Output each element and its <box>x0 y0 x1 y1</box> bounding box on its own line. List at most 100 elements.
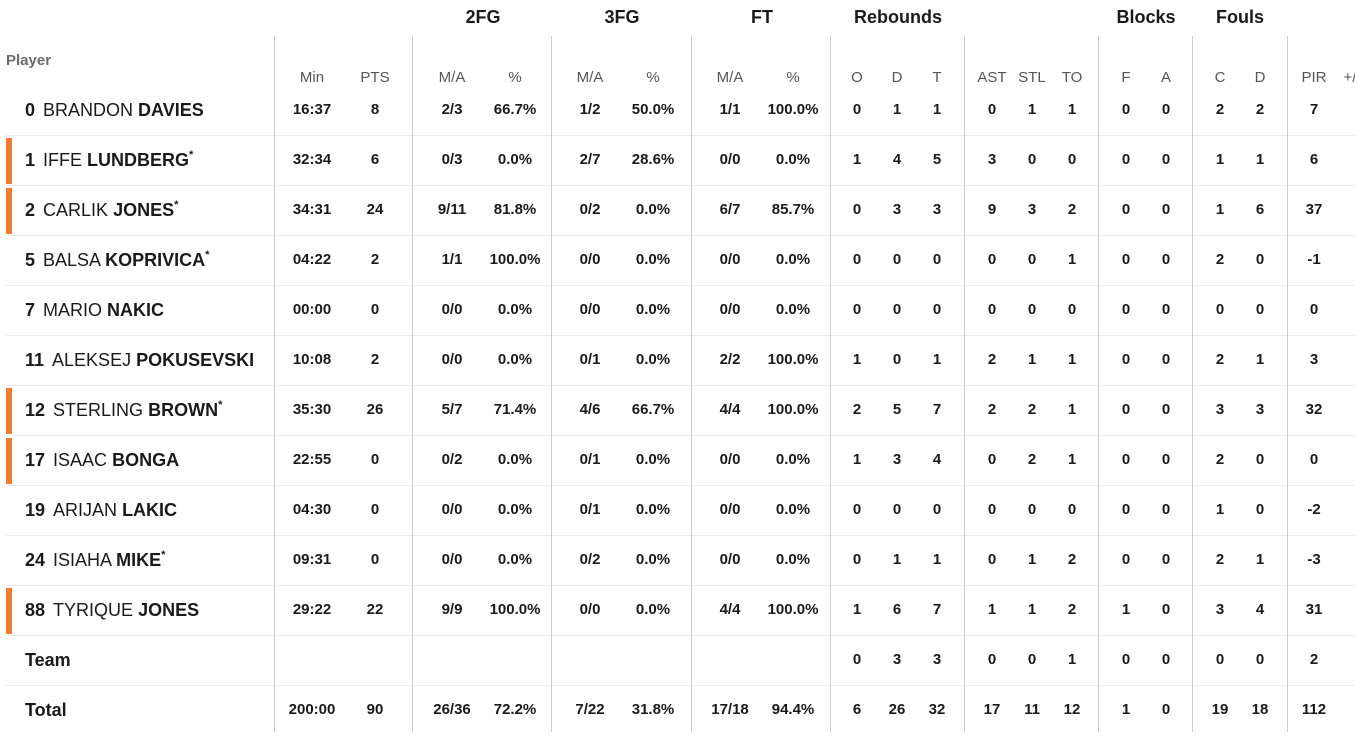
stat-cell: 32 <box>1305 401 1323 418</box>
stat-cell: -1 <box>1307 251 1321 268</box>
stat-cell: 2 <box>1215 351 1225 368</box>
group-header-ft: FT <box>751 7 773 27</box>
player-row[interactable]: 19 ARIJAN LAKIC 04:30 0 0/0 0.0% 0/1 0.0% 0/0 0.0… <box>0 486 1355 536</box>
stat-cell: 0/0 <box>719 151 741 168</box>
player-name-link[interactable]: 12 STERLING BROWN* <box>25 399 222 421</box>
stat-cell: 0.0% <box>775 251 811 268</box>
stat-cell: 5 <box>892 401 902 418</box>
stat-cell: 1 <box>1067 351 1077 368</box>
stat-cell: 1 <box>1027 351 1037 368</box>
stat-cell: 2 <box>1067 551 1077 568</box>
column-header[interactable]: STL <box>1018 69 1046 86</box>
stat-cell: 100.0% <box>767 401 819 418</box>
stat-cell: 04:30 <box>292 501 332 518</box>
stat-cell: 0.0% <box>497 501 533 518</box>
column-header[interactable]: TO <box>1061 69 1083 86</box>
stat-cell: 71.4% <box>493 401 537 418</box>
stat-cell: 3 <box>892 201 902 218</box>
player-name-link[interactable]: 24 ISIAHA MIKE* <box>25 549 165 571</box>
column-header[interactable]: M/A <box>576 69 604 86</box>
player-name-link[interactable]: 1 IFFE LUNDBERG* <box>25 149 193 171</box>
column-header[interactable]: M/A <box>716 69 744 86</box>
stat-cell: 0.0% <box>497 151 533 168</box>
stat-cell: 32 <box>928 701 946 718</box>
stat-cell: 2 <box>1215 251 1225 268</box>
column-header[interactable]: M/A <box>438 69 466 86</box>
player-name-link[interactable]: 7 MARIO NAKIC <box>25 300 164 321</box>
column-header[interactable]: PTS <box>360 69 390 86</box>
stat-cell: 26/36 <box>433 701 471 718</box>
stat-cell: 0/1 <box>579 451 601 468</box>
stat-cell: 0 <box>852 201 862 218</box>
player-row[interactable]: 0 BRANDON DAVIES 16:37 8 2/3 66.7% 1/2 50.0% 1/1… <box>0 86 1355 136</box>
column-header[interactable]: % <box>646 69 660 86</box>
player-name-link[interactable]: 17 ISAAC BONGA <box>25 450 179 471</box>
stat-cell: 81.8% <box>493 201 537 218</box>
player-row[interactable]: 24 ISIAHA MIKE* 09:31 0 0/0 0.0% 0/2 0.0% 0/0 0.0… <box>0 536 1355 586</box>
stat-cell: 0 <box>1067 501 1077 518</box>
column-divider <box>691 36 692 732</box>
column-header[interactable]: C <box>1214 69 1226 86</box>
stat-cell: 1 <box>932 351 942 368</box>
column-header[interactable]: D <box>1254 69 1266 86</box>
stat-cell: 0.0% <box>635 251 671 268</box>
stat-cell: 6 <box>370 151 380 168</box>
player-row[interactable]: 1 IFFE LUNDBERG* 32:34 6 0/3 0.0% 2/7 28.6% 0/0 0… <box>0 136 1355 186</box>
stat-cell: 0 <box>1161 101 1171 118</box>
stat-cell: 0 <box>1121 501 1131 518</box>
stat-cell: 0 <box>1027 151 1037 168</box>
stat-cell: 90 <box>366 701 384 718</box>
player-name-link[interactable]: 11 ALEKSEJ POKUSEVSKI <box>25 350 254 371</box>
total-row-label: Total <box>25 700 67 720</box>
player-row[interactable]: 17 ISAAC BONGA 22:55 0 0/2 0.0% 0/1 0.0% 0/0 0.0%… <box>0 436 1355 486</box>
column-header[interactable]: PIR <box>1301 69 1327 86</box>
player-row[interactable]: 12 STERLING BROWN* 35:30 26 5/7 71.4% 4/6 66.7%… <box>0 386 1355 436</box>
player-column-header[interactable]: Player <box>6 52 52 69</box>
player-row[interactable]: 5 BALSA KOPRIVICA* 04:22 2 1/1 100.0% 0/0 0.0% 0… <box>0 236 1355 286</box>
stat-cell: 1 <box>1121 701 1131 718</box>
stat-cell: 0.0% <box>775 501 811 518</box>
player-row[interactable]: 7 MARIO NAKIC 00:00 0 0/0 0.0% 0/0 0.0% 0/0 0.0% 0… <box>0 286 1355 336</box>
player-name-link[interactable]: 5 BALSA KOPRIVICA* <box>25 249 209 271</box>
column-header[interactable]: A <box>1160 69 1172 86</box>
player-row[interactable]: 2 CARLIK JONES* 34:31 24 9/11 81.8% 0/2 0.0% 6/7… <box>0 186 1355 236</box>
player-number: 2 <box>25 200 36 220</box>
player-name-link[interactable]: 2 CARLIK JONES* <box>25 199 178 221</box>
player-number: 5 <box>25 250 36 270</box>
stat-cell: 3 <box>892 451 902 468</box>
stat-cell: 0 <box>1121 451 1131 468</box>
column-header[interactable]: +/ <box>1343 69 1355 86</box>
player-first-name: TYRIQUE <box>53 600 134 620</box>
column-header[interactable]: Min <box>299 69 325 86</box>
player-row[interactable]: 11 ALEKSEJ POKUSEVSKI 10:08 2 0/0 0.0% 0/1 0.0%… <box>0 336 1355 386</box>
stat-cell: 6 <box>892 601 902 618</box>
column-header[interactable]: % <box>786 69 800 86</box>
player-first-name: MARIO <box>43 300 103 320</box>
stat-cell: 1 <box>1027 551 1037 568</box>
stat-cell: 0 <box>1255 301 1265 318</box>
column-header[interactable]: D <box>891 69 903 86</box>
player-last-name: POKUSEVSKI <box>136 350 255 370</box>
stat-cell: 6 <box>852 701 862 718</box>
column-header[interactable]: F <box>1121 69 1131 86</box>
player-number: 1 <box>25 150 36 170</box>
stat-cell: 7 <box>1309 101 1319 118</box>
stat-cell: 0 <box>1161 501 1171 518</box>
column-header[interactable]: O <box>851 69 863 86</box>
player-name-link[interactable]: 0 BRANDON DAVIES <box>25 100 204 121</box>
column-header[interactable]: T <box>932 69 942 86</box>
column-header[interactable]: % <box>508 69 522 86</box>
stat-cell: 0 <box>1255 501 1265 518</box>
player-row[interactable]: 88 TYRIQUE JONES 29:22 22 9/9 100.0% 0/0 0.0% 4/… <box>0 586 1355 636</box>
column-header[interactable]: AST <box>977 69 1007 86</box>
stat-cell: 0 <box>987 651 997 668</box>
stat-cell: 1 <box>1027 101 1037 118</box>
stat-cell: 3 <box>1255 401 1265 418</box>
stat-cell: 0 <box>852 251 862 268</box>
player-name-link[interactable]: 88 TYRIQUE JONES <box>25 600 199 621</box>
player-name-link[interactable]: 19 ARIJAN LAKIC <box>25 500 177 521</box>
stat-cell: 2 <box>1067 201 1077 218</box>
stat-cell: 1 <box>1215 151 1225 168</box>
stat-cell: 3 <box>1027 201 1037 218</box>
stat-cell: 0.0% <box>497 551 533 568</box>
